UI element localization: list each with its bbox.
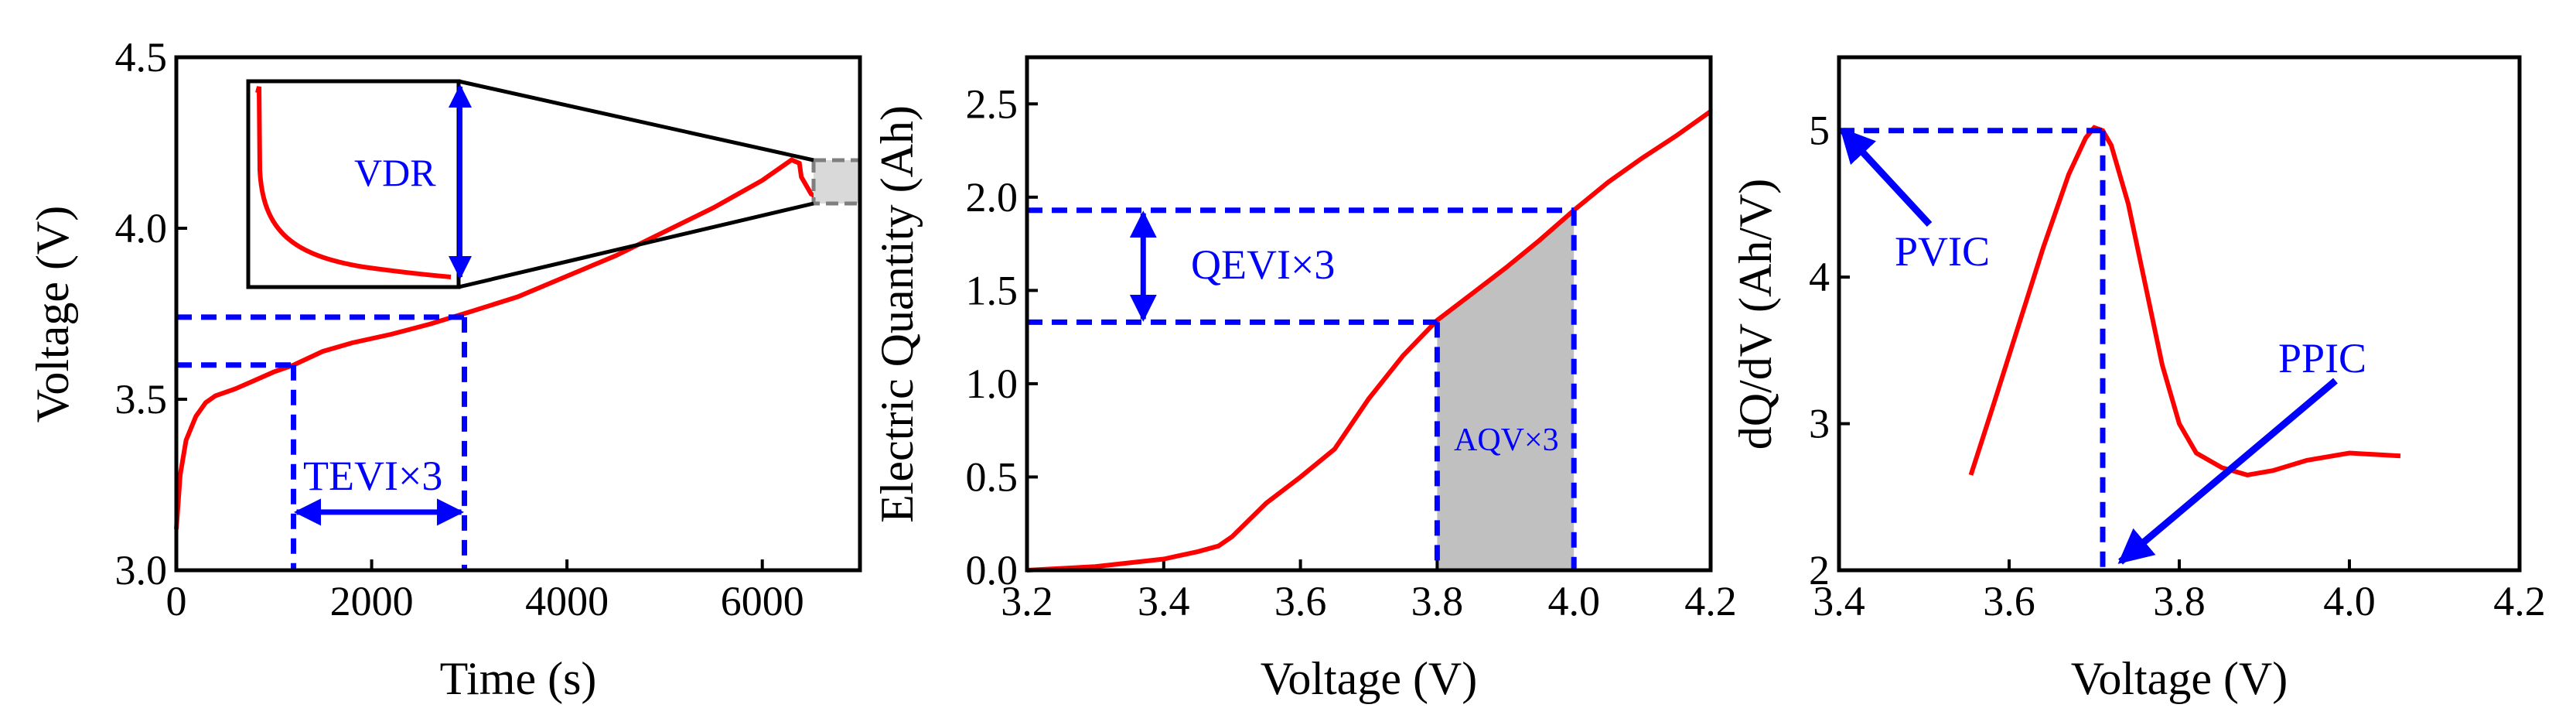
qevi-annotation: QEVI×3 AQV×3 <box>1027 207 1577 570</box>
ppic-arrow <box>2117 378 2338 565</box>
peak-annotation: PVIC PPIC <box>1839 127 2366 570</box>
chart-c-ticks: 3.4 3.6 3.8 4.0 4.2 2 3 4 5 <box>1809 108 2546 624</box>
chart-b-xlabel: Voltage (V) <box>1261 653 1478 704</box>
chart-c-xtick-label: 4.2 <box>2493 578 2546 624</box>
pvic-label: PVIC <box>1895 228 1990 275</box>
chart-a-zoom-connector-bottom <box>458 201 814 289</box>
chart-a-ticks: 0 2000 4000 6000 3.0 3.5 4.0 4.5 <box>115 34 804 624</box>
chart-c-ytick-label: 3 <box>1809 401 1830 447</box>
chart-c-ytick-label: 2 <box>1809 547 1830 593</box>
qevi-label: QEVI×3 <box>1191 241 1335 288</box>
chart-c-ylabel: dQ/dV (Ah/V) <box>1730 179 1781 450</box>
chart-b-ytick-label: 2.0 <box>966 174 1018 221</box>
chart-c-xlabel: Voltage (V) <box>2071 653 2288 704</box>
chart-b-ytick-label: 0.5 <box>966 453 1018 500</box>
chart-b-xtick-label: 4.2 <box>1684 578 1737 624</box>
chart-b-xtick-label: 3.6 <box>1274 578 1327 624</box>
chart-b-xtick-label: 3.4 <box>1138 578 1190 624</box>
chart-a-xtick-label: 0 <box>166 578 187 624</box>
tevi-annotation: TEVI×3 <box>176 314 468 570</box>
chart-b-xtick-label: 3.8 <box>1411 578 1464 624</box>
pvic-arrow <box>1839 127 1933 227</box>
chart-b-ytick-label: 1.5 <box>966 267 1018 313</box>
vdr-label: VDR <box>354 151 436 194</box>
chart-a-xtick-label: 4000 <box>525 578 609 624</box>
chart-a-ylabel: Voltage (V) <box>27 206 78 423</box>
chart-a-ytick-label: 3.5 <box>115 376 168 422</box>
chart-b-ytick-label: 1.0 <box>966 361 1018 407</box>
chart-a-inset: VDR <box>246 79 472 289</box>
chart-c-xtick-label: 3.8 <box>2153 578 2206 624</box>
tevi-label: TEVI×3 <box>303 453 442 499</box>
chart-a-inset-curve <box>255 86 452 279</box>
chart-c-ic-curve <box>1968 125 2401 477</box>
aqv-label: AQV×3 <box>1454 422 1559 458</box>
chart-a-xtick-label: 6000 <box>721 578 804 624</box>
chart-b-ytick-label: 0.0 <box>966 547 1018 593</box>
chart-b: 3.2 3.4 3.6 3.8 4.0 4.2 0.0 0.5 1.0 1.5 2.0 2.5 QEV… <box>872 55 1737 704</box>
chart-a: 0 2000 4000 6000 3.0 3.5 4.0 4.5 VDR TEVI×3 Tim… <box>27 34 862 704</box>
chart-b-quantity-curve <box>1026 109 1712 573</box>
chart-a-zoom-connector-top <box>458 79 814 162</box>
chart-c-xtick-label: 3.4 <box>1813 578 1865 624</box>
chart-c-ytick-label: 5 <box>1809 108 1830 154</box>
chart-a-ytick-label: 3.0 <box>115 547 168 593</box>
chart-a-frame <box>174 55 862 573</box>
chart-c-ytick-label: 4 <box>1809 254 1830 300</box>
chart-b-xtick-label: 3.2 <box>1001 578 1053 624</box>
chart-c-xtick-label: 4.0 <box>2323 578 2376 624</box>
chart-b-ticks: 3.2 3.4 3.6 3.8 4.0 4.2 0.0 0.5 1.0 1.5 2.0 2.5 <box>966 80 1737 624</box>
chart-b-ylabel: Electric Quantity (Ah) <box>872 105 923 523</box>
chart-b-frame <box>1025 55 1713 573</box>
chart-a-xlabel: Time (s) <box>440 653 597 704</box>
chart-c-frame <box>1837 55 2522 573</box>
chart-a-ytick-label: 4.0 <box>115 205 168 251</box>
chart-c: 3.4 3.6 3.8 4.0 4.2 2 3 4 5 PVIC PPIC Voltage (V… <box>1730 55 2546 704</box>
chart-a-zoom-source-box <box>811 158 862 206</box>
aqv-shaded-area <box>1437 210 1575 570</box>
chart-c-xtick-label: 3.6 <box>1983 578 2035 624</box>
chart-b-xtick-label: 4.0 <box>1547 578 1600 624</box>
chart-a-xtick-label: 2000 <box>330 578 414 624</box>
ppic-label: PPIC <box>2278 335 2366 381</box>
chart-b-ytick-label: 2.5 <box>966 80 1018 127</box>
chart-a-ytick-label: 4.5 <box>115 34 168 80</box>
